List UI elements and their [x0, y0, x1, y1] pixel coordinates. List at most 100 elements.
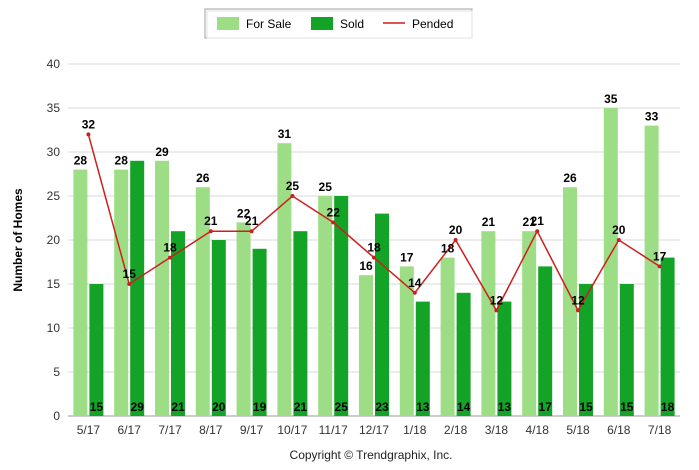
legend-swatch-for-sale	[217, 17, 239, 30]
bar-sold	[619, 284, 634, 416]
y-tick-label: 30	[47, 145, 61, 159]
data-label-for-sale: 21	[523, 215, 537, 229]
pended-point	[535, 229, 540, 234]
bar-sold	[579, 284, 593, 416]
data-label-sold: 21	[294, 400, 308, 414]
bar-sold	[660, 257, 675, 416]
data-label-sold: 29	[131, 400, 145, 414]
data-label-pended: 12	[490, 293, 504, 307]
bar-sold	[375, 213, 389, 416]
bar-for-sale	[114, 169, 129, 416]
data-label-pended: 20	[612, 223, 626, 237]
bar-sold	[171, 231, 185, 416]
y-tick-label: 35	[47, 101, 61, 115]
bar-for-sale	[481, 231, 496, 416]
legend-label-sold: Sold	[340, 17, 364, 31]
data-label-sold: 18	[661, 400, 675, 414]
x-tick-label: 12/17	[359, 423, 389, 437]
bar-sold	[538, 266, 553, 416]
bar-for-sale	[440, 257, 455, 416]
pended-point	[412, 290, 417, 295]
data-label-for-sale: 25	[319, 180, 333, 194]
data-label-sold: 15	[579, 400, 593, 414]
y-tick-label: 25	[47, 189, 61, 203]
bar-for-sale	[318, 196, 333, 416]
data-label-pended: 22	[327, 205, 341, 219]
bar-for-sale	[359, 275, 373, 416]
bar-for-sale	[603, 108, 618, 416]
bar-for-sale	[195, 187, 210, 416]
bar-for-sale	[277, 143, 292, 416]
data-label-for-sale: 26	[563, 171, 577, 185]
data-label-for-sale: 28	[115, 154, 129, 168]
bar-sold	[334, 196, 349, 416]
gridlines	[68, 63, 680, 417]
data-label-sold: 15	[90, 400, 104, 414]
data-labels: 28 15 28 29 29 21 26 20 22 19 31 21 25 25 16 23 17 13 18 14…	[74, 92, 675, 414]
data-label-sold: 25	[335, 400, 349, 414]
x-tick-label: 9/17	[240, 423, 264, 437]
legend-swatch-sold	[311, 17, 333, 30]
data-label-for-sale: 22	[237, 206, 251, 220]
pended-point	[290, 194, 295, 198]
data-label-for-sale: 29	[155, 145, 169, 159]
x-tick-label: 8/17	[199, 423, 223, 437]
y-axis-title: Number of Homes	[11, 188, 25, 292]
x-tick-label: 7/18	[648, 423, 672, 437]
legend: For Sale Sold Pended	[204, 8, 473, 39]
bar-sold	[415, 301, 430, 416]
legend-label-pended: Pended	[412, 17, 453, 31]
data-label-sold: 15	[620, 400, 634, 414]
bar-sold	[89, 284, 104, 416]
data-label-sold: 20	[212, 400, 226, 414]
data-label-pended: 18	[367, 241, 381, 255]
x-tick-label: 1/18	[403, 423, 427, 437]
y-tick-label: 10	[47, 321, 61, 335]
bar-for-sale	[73, 169, 88, 416]
pended-point	[616, 238, 621, 242]
pended-point	[494, 308, 499, 313]
data-label-pended: 21	[204, 214, 218, 228]
x-tick-label: 2/18	[444, 423, 468, 437]
data-label-sold: 13	[416, 400, 430, 414]
y-tick-label: 15	[47, 277, 61, 291]
data-label-sold: 17	[539, 400, 553, 414]
data-label-pended: 14	[408, 276, 422, 290]
bar-sold	[130, 160, 145, 416]
x-tick-label: 6/18	[607, 423, 631, 437]
bar-sold	[293, 231, 308, 416]
bar-for-sale	[563, 187, 577, 416]
pended-point	[576, 308, 580, 313]
pended-point	[453, 238, 458, 242]
bars	[73, 108, 675, 416]
bar-for-sale	[644, 125, 659, 416]
copyright-text: Copyright © Trendgraphix, Inc.	[290, 448, 453, 462]
bar-for-sale	[522, 231, 537, 416]
data-label-pended: 25	[286, 179, 300, 193]
bar-for-sale	[155, 160, 169, 416]
pended-point	[127, 282, 132, 286]
pended-line	[86, 132, 662, 313]
data-label-sold: 23	[375, 400, 389, 414]
data-label-pended: 21	[531, 214, 545, 228]
y-tick-label: 0	[53, 409, 60, 423]
x-tick-label: 5/18	[566, 423, 590, 437]
y-tick-label: 20	[47, 233, 61, 247]
x-tick-label: 4/18	[526, 423, 550, 437]
data-label-for-sale: 21	[482, 215, 496, 229]
legend-box-inner	[206, 10, 473, 39]
x-tick-label: 6/17	[118, 423, 142, 437]
data-label-pended: 32	[82, 117, 96, 131]
data-label-for-sale: 17	[400, 250, 414, 264]
pended-point	[372, 255, 376, 260]
pended-point	[657, 264, 662, 269]
pended-point	[168, 255, 172, 260]
data-label-pended: 12	[571, 293, 585, 307]
x-axis: 5/17 6/17 7/17 8/17 9/17 10/17 11/17 12/17 1/18 2…	[77, 423, 672, 437]
bar-sold	[497, 301, 512, 416]
pended-point	[249, 229, 254, 234]
y-axis: 0 5 10 15 20 25 30 35 40	[47, 57, 680, 423]
data-label-for-sale: 16	[359, 259, 373, 273]
data-label-pended: 18	[163, 241, 177, 255]
